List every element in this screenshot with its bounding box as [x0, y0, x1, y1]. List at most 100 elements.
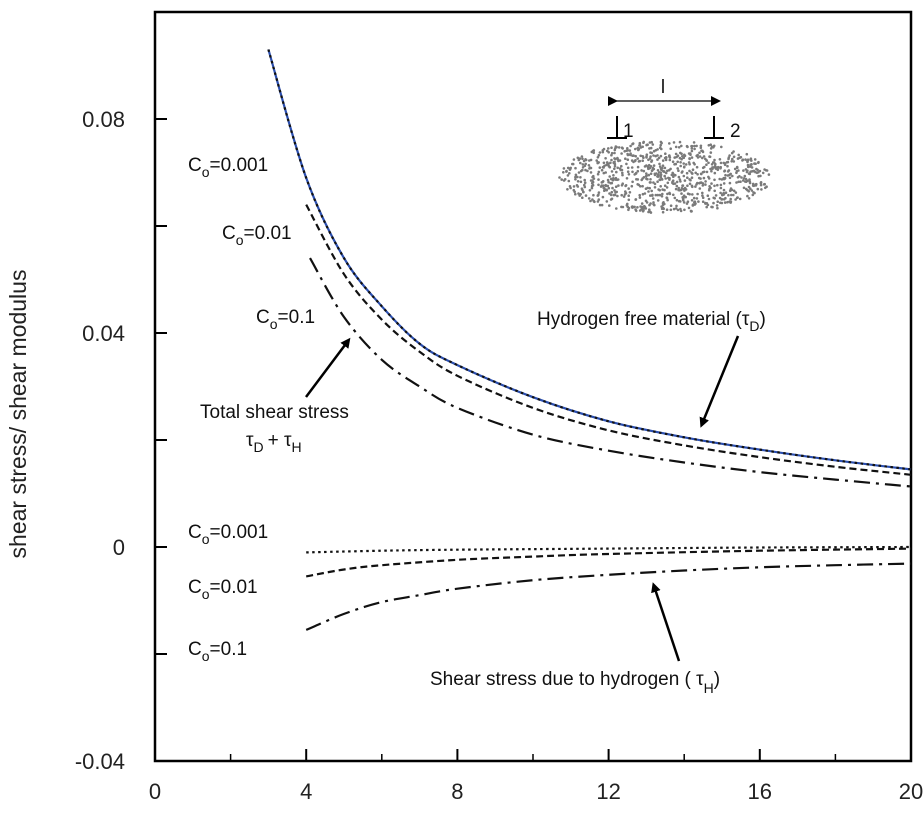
inset-particle: [707, 175, 710, 179]
inset-particle: [590, 186, 594, 190]
inset-particle: [670, 173, 674, 177]
inset-particle: [617, 146, 621, 149]
inset-particle: [683, 208, 686, 212]
inset-particle: [710, 163, 714, 166]
inset-particle: [580, 187, 584, 190]
inset-particle: [675, 204, 678, 208]
inset-particle: [693, 144, 696, 148]
inset-particle: [753, 162, 756, 165]
inset-particle: [701, 182, 705, 185]
inset-particle: [690, 199, 694, 202]
inset-particle: [644, 174, 648, 178]
inset-particle: [656, 158, 659, 161]
inset-particle: [572, 158, 576, 161]
inset-particle: [654, 149, 658, 152]
inset-particle: [626, 147, 629, 150]
inset-particle: [737, 180, 740, 184]
inset-particle: [735, 181, 738, 184]
inset-particle: [672, 141, 676, 144]
inset-particle: [728, 154, 731, 157]
inset-particle: [606, 178, 610, 182]
inset-dislocation-figure: l 1 2: [558, 77, 771, 214]
inset-particle: [638, 196, 642, 199]
inset-particle: [589, 199, 592, 203]
inset-particle: [698, 187, 702, 190]
inset-particle: [634, 147, 637, 151]
inset-particle: [741, 158, 745, 161]
dislocation-1-label: 1: [623, 121, 634, 142]
inset-particle: [716, 183, 719, 187]
inset-particle: [742, 169, 745, 172]
x-tick-label: 20: [899, 779, 923, 804]
inset-particle: [631, 142, 635, 145]
series-line-hydrogen-dotted: [306, 545, 912, 554]
inset-particle: [602, 161, 606, 165]
inset-particle: [692, 196, 696, 200]
inset-particle: [705, 170, 709, 174]
inset-particle: [734, 198, 737, 201]
inset-particle: [680, 192, 683, 195]
inset-particle: [744, 187, 748, 191]
hydrogen-stress-arrow: [651, 582, 681, 662]
inset-particle: [707, 197, 711, 201]
inset-particle: [713, 158, 716, 162]
inset-particle: [722, 161, 726, 165]
inset-particle: [683, 154, 687, 158]
inset-particle: [596, 172, 600, 176]
inset-particle: [620, 164, 623, 168]
inset-particle: [732, 189, 736, 193]
inset-particle: [650, 169, 654, 173]
inset-particle: [744, 177, 748, 181]
inset-particle: [722, 198, 726, 201]
inset-particle: [611, 178, 615, 182]
inset-particle: [578, 157, 582, 160]
inset-particle: [627, 194, 630, 197]
inset-particle: [622, 195, 626, 198]
inset-particle: [714, 194, 718, 197]
inset-particle: [638, 159, 642, 163]
inset-particle: [727, 169, 731, 172]
total-shear-stress-arrow: [305, 337, 351, 398]
inset-particle: [711, 167, 714, 171]
inset-particle: [596, 194, 600, 197]
inset-particle: [682, 162, 685, 165]
inset-particle: [751, 193, 755, 197]
inset-particle: [716, 206, 719, 210]
inset-particle: [636, 183, 639, 186]
inset-particle: [710, 182, 713, 185]
inset-particle: [630, 166, 634, 169]
inset-particle: [665, 208, 669, 211]
inset-particle: [628, 191, 632, 194]
inset-particle: [749, 165, 752, 168]
inset-particle: [682, 187, 686, 191]
inset-particle: [588, 189, 592, 192]
inset-particle: [673, 156, 676, 159]
inset-particle: [588, 159, 591, 162]
inset-particle: [642, 141, 645, 144]
inset-particle: [625, 162, 628, 166]
inset-particle: [613, 189, 616, 192]
inset-particle: [677, 186, 680, 190]
inset-particle: [705, 159, 708, 162]
inset-particle: [649, 181, 652, 184]
inset-particle: [597, 191, 601, 194]
inset-particle: [656, 193, 660, 197]
inset-particle: [614, 176, 618, 180]
inset-particle: [684, 163, 688, 166]
inset-particle: [631, 180, 634, 184]
inset-particle: [685, 171, 689, 175]
co-upper-label-1: Co=0.001: [188, 155, 268, 180]
inset-particle: [755, 167, 758, 171]
inset-particle: [679, 180, 682, 183]
inset-particle: [713, 178, 716, 182]
inset-particle: [600, 203, 604, 207]
inset-particle: [708, 155, 711, 158]
inset-particle: [606, 149, 609, 153]
inset-particle: [615, 170, 618, 174]
series-line-total-dashed: [305, 204, 912, 476]
series-line-hydrogen-dashdot: [305, 562, 912, 631]
inset-particle: [746, 194, 749, 198]
inset-particle: [753, 158, 757, 161]
inset-particle: [633, 205, 636, 209]
inset-particle: [693, 163, 696, 166]
